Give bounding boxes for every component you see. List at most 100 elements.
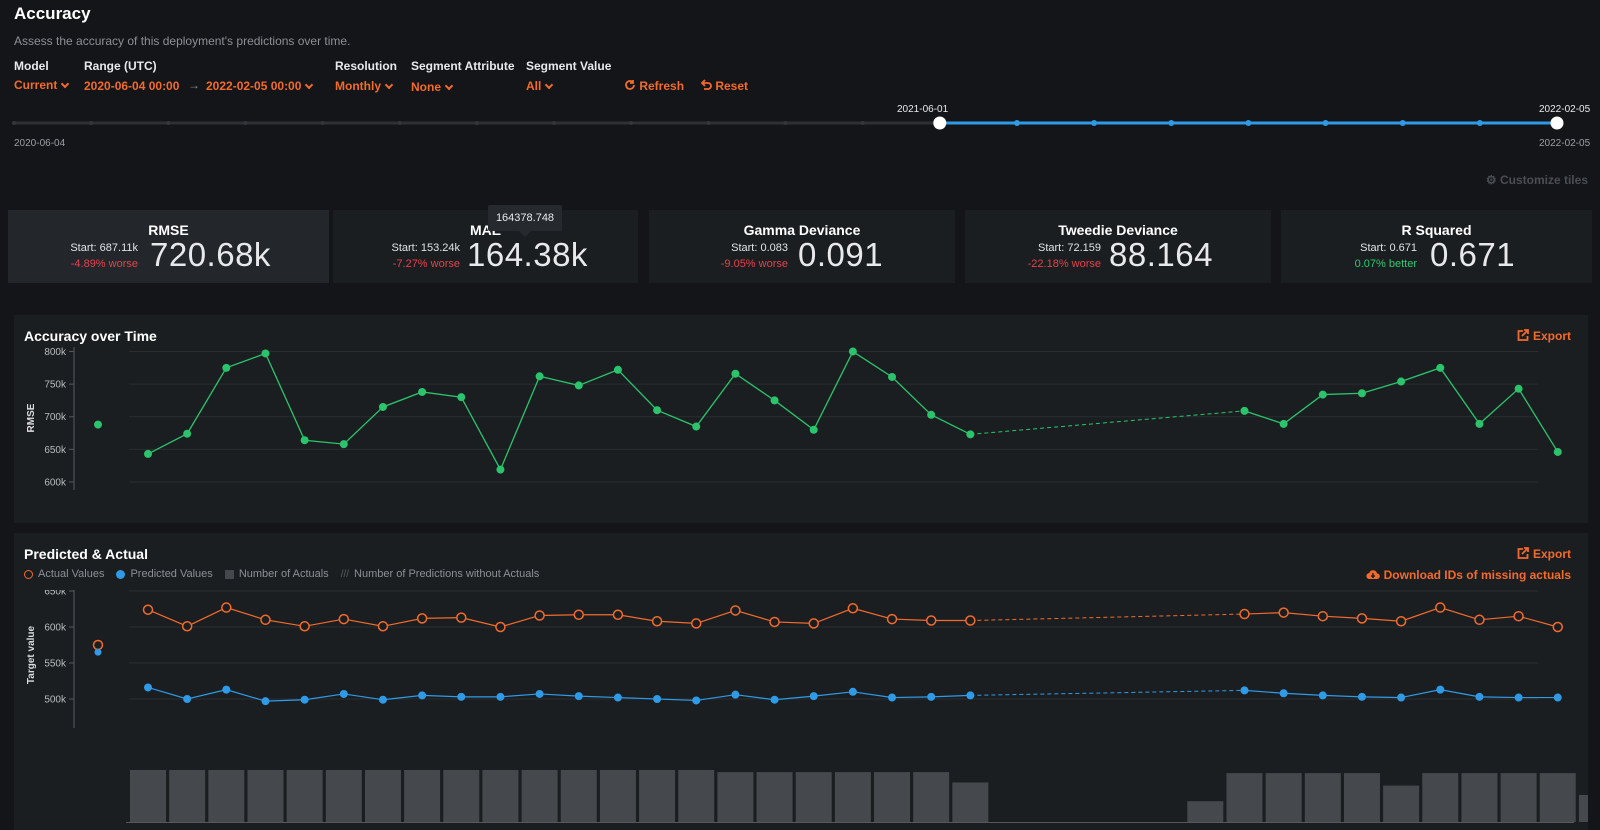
predicted-export-button[interactable]: Export	[1517, 547, 1571, 561]
actual-point[interactable]	[730, 605, 741, 616]
range-start-picker[interactable]: 2020-06-04 00:00	[84, 79, 180, 93]
rmse-point[interactable]	[888, 372, 897, 381]
metric-tile-mae[interactable]: MAE Start: 153.24k -7.27% worse 164.38k	[333, 210, 638, 283]
predicted-point[interactable]	[261, 697, 270, 706]
actual-point[interactable]	[456, 612, 467, 623]
predicted-point[interactable]	[1436, 685, 1445, 694]
rmse-point[interactable]	[1553, 447, 1562, 456]
predicted-point[interactable]	[574, 692, 583, 701]
actual-point[interactable]	[1317, 610, 1329, 622]
actual-point[interactable]	[1356, 613, 1368, 624]
actual-point[interactable]	[1435, 602, 1446, 613]
rmse-point[interactable]	[848, 347, 857, 356]
actual-point[interactable]	[142, 604, 154, 615]
actual-point[interactable]	[886, 613, 898, 625]
rmse-point[interactable]	[261, 349, 270, 358]
predicted-point[interactable]	[1553, 693, 1562, 702]
accuracy-chart[interactable]: 600k 650k 700k 750k 800k RMSE	[14, 345, 1588, 515]
download-missing-actuals-button[interactable]: Download IDs of missing actuals	[1366, 568, 1571, 582]
predicted-point[interactable]	[1514, 693, 1523, 702]
reset-button[interactable]: Reset	[700, 79, 748, 93]
actual-point[interactable]	[1513, 610, 1524, 622]
actual-point[interactable]	[612, 609, 624, 621]
segment-attribute-dropdown[interactable]: None	[411, 80, 454, 94]
predicted-point[interactable]	[378, 695, 387, 704]
actual-point[interactable]	[573, 609, 585, 621]
slider-start-handle[interactable]	[933, 116, 947, 130]
rmse-point[interactable]	[1514, 384, 1523, 393]
actual-point[interactable]	[1552, 621, 1564, 633]
segment-value-dropdown[interactable]: All	[526, 79, 554, 93]
predicted-point[interactable]	[144, 683, 152, 692]
rmse-point[interactable]	[653, 406, 662, 415]
rmse-point[interactable]	[300, 436, 309, 445]
actual-point[interactable]	[769, 616, 780, 628]
resolution-dropdown[interactable]: Monthly	[335, 79, 394, 93]
rmse-point[interactable]	[1475, 419, 1484, 428]
slider-end-handle[interactable]	[1550, 116, 1564, 130]
rmse-point[interactable]	[927, 410, 936, 419]
actual-point[interactable]	[1239, 608, 1250, 620]
legend-num-actuals[interactable]: Number of Actuals	[224, 568, 329, 580]
predicted-point[interactable]	[339, 689, 348, 698]
predicted-point[interactable]	[809, 692, 818, 701]
actual-point[interactable]	[925, 615, 937, 626]
predicted-point[interactable]	[692, 696, 701, 705]
actual-point[interactable]	[1278, 607, 1289, 618]
predicted-point[interactable]	[1475, 692, 1484, 701]
rmse-point[interactable]	[731, 369, 740, 378]
predicted-point[interactable]	[183, 695, 192, 703]
predicted-point[interactable]	[222, 685, 231, 694]
model-dropdown[interactable]: Current	[14, 78, 70, 92]
predicted-point[interactable]	[613, 693, 622, 702]
predicted-point[interactable]	[418, 691, 427, 700]
rmse-point[interactable]	[966, 430, 975, 439]
predicted-point[interactable]	[457, 692, 466, 701]
predicted-point[interactable]	[300, 695, 309, 704]
predicted-point[interactable]	[1279, 689, 1288, 698]
actual-point[interactable]	[690, 618, 702, 629]
actual-point[interactable]	[808, 618, 819, 629]
actual-point[interactable]	[1395, 615, 1407, 627]
rmse-point[interactable]	[692, 422, 701, 431]
predicted-point[interactable]	[1240, 686, 1249, 695]
predicted-point[interactable]	[1318, 691, 1327, 700]
rmse-point[interactable]	[1436, 363, 1445, 372]
legend-no-actuals[interactable]: /// Number of Predictions without Actuals	[341, 568, 540, 580]
customize-tiles-button[interactable]: ⚙ Customize tiles	[1486, 173, 1588, 187]
rmse-point[interactable]	[535, 372, 544, 381]
predicted-point[interactable]	[535, 689, 544, 698]
predicted-point[interactable]	[1397, 693, 1406, 702]
actual-point[interactable]	[651, 615, 663, 627]
legend-predicted[interactable]: Predicted Values	[116, 568, 213, 580]
metric-tile-r-squared[interactable]: R Squared Start: 0.671 0.07% better 0.67…	[1281, 210, 1592, 283]
actual-point[interactable]	[1474, 614, 1485, 626]
actual-point[interactable]	[181, 621, 193, 632]
predicted-point[interactable]	[731, 690, 740, 699]
metric-tile-tweedie-deviance[interactable]: Tweedie Deviance Start: 72.159 -22.18% w…	[965, 210, 1271, 283]
predicted-point[interactable]	[770, 695, 779, 704]
metric-tile-rmse[interactable]: RMSE Start: 687.11k -4.89% worse 720.68k	[8, 210, 329, 283]
rmse-point[interactable]	[613, 365, 622, 374]
rmse-point[interactable]	[1318, 390, 1327, 399]
actual-point[interactable]	[221, 602, 232, 613]
actual-point[interactable]	[338, 613, 350, 625]
actual-point[interactable]	[299, 621, 310, 632]
predicted-point[interactable]	[848, 687, 857, 696]
rmse-point[interactable]	[770, 396, 779, 405]
actual-point[interactable]	[416, 613, 428, 624]
range-end-picker[interactable]: 2022-02-05 00:00	[206, 79, 314, 93]
actual-point[interactable]	[965, 615, 976, 626]
rmse-point[interactable]	[496, 465, 505, 474]
predicted-point[interactable]	[927, 692, 936, 701]
predicted-actual-chart[interactable]: 500k 550k 600k 650k Target value	[14, 590, 1588, 830]
predicted-point[interactable]	[1357, 692, 1366, 701]
date-range-slider[interactable]	[0, 115, 1600, 137]
actual-point[interactable]	[377, 621, 389, 632]
legend-actual[interactable]: Actual Values	[24, 568, 104, 580]
predicted-point[interactable]	[888, 693, 897, 702]
rmse-point[interactable]	[1279, 419, 1288, 428]
rmse-point[interactable]	[339, 440, 348, 449]
metric-tile-gamma-deviance[interactable]: Gamma Deviance Start: 0.083 -9.05% worse…	[649, 210, 955, 283]
rmse-point[interactable]	[1397, 377, 1406, 386]
